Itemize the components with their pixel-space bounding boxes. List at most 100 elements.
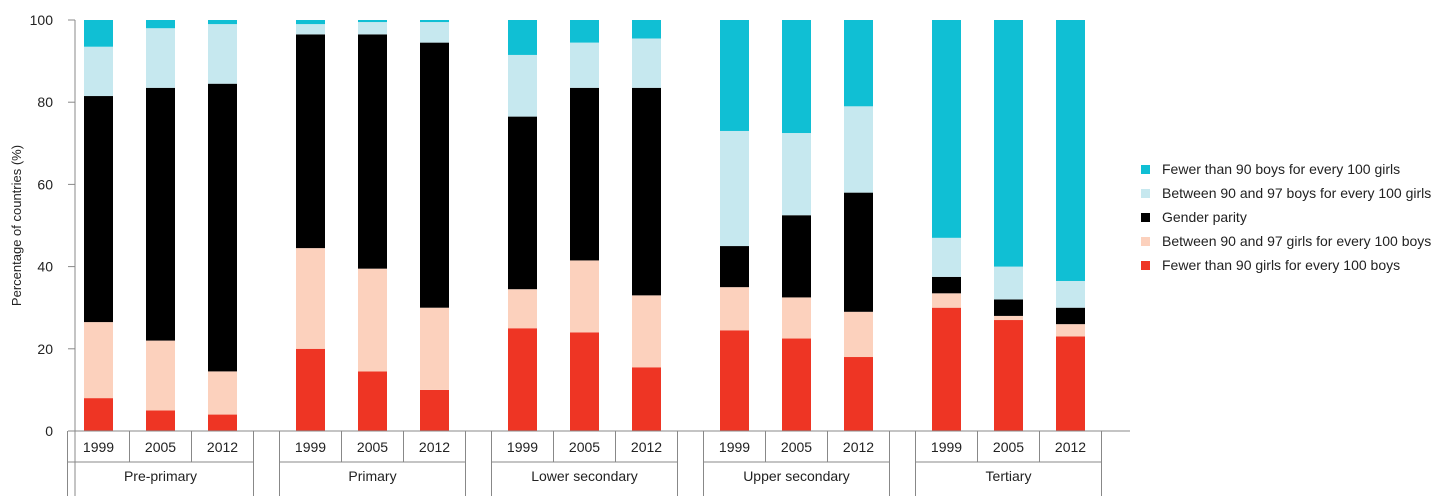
bar-segment (208, 83, 237, 372)
x-tick-label-year: 2005 (145, 439, 176, 455)
bar-segment (420, 22, 449, 43)
bar-segment (782, 338, 811, 431)
legend-label: Between 90 and 97 boys for every 100 gir… (1162, 185, 1431, 201)
bar-segment (782, 215, 811, 298)
x-tick-label-year: 1999 (931, 439, 962, 455)
bar-segment (782, 20, 811, 134)
x-group-label: Tertiary (986, 468, 1032, 484)
x-tick-label-year: 1999 (507, 439, 538, 455)
bar-segment (146, 340, 175, 411)
bar-segment (146, 410, 175, 431)
y-tick-label: 60 (37, 176, 53, 192)
y-tick-label: 80 (37, 94, 53, 110)
legend-swatch (1141, 189, 1150, 198)
bar-segment (994, 320, 1023, 431)
bar-segment (208, 24, 237, 84)
bar-segment (720, 246, 749, 288)
bar-segment (632, 295, 661, 368)
x-tick-label-year: 2012 (631, 439, 662, 455)
legend-label: Gender parity (1162, 209, 1247, 225)
bar-segment (720, 330, 749, 431)
x-tick-label-year: 2012 (419, 439, 450, 455)
labels-layer: 0 20 40 60 80 100 Percentage of countries (%) 1… (9, 12, 1086, 484)
bar-segment (994, 299, 1023, 316)
bar-segment (1056, 336, 1085, 431)
bar-segment (932, 276, 961, 294)
y-tick-label: 100 (30, 12, 54, 28)
bar-segment (570, 332, 599, 431)
bar-segment (358, 371, 387, 431)
bar-segment (296, 24, 325, 35)
bar-segment (720, 20, 749, 131)
bar-segment (84, 20, 113, 47)
bar-segment (1056, 280, 1085, 308)
bar-segment (720, 130, 749, 247)
y-tick-label: 20 (37, 341, 53, 357)
x-tick-label-year: 2012 (207, 439, 238, 455)
y-tick-label: 0 (45, 423, 53, 439)
x-tick-label-year: 1999 (295, 439, 326, 455)
bar-segment (844, 311, 873, 358)
bar-segment (844, 192, 873, 312)
bar-segment (84, 96, 113, 323)
bar-segment (146, 28, 175, 88)
bar-segment (632, 367, 661, 431)
bar-segment (1056, 324, 1085, 337)
x-group-label: Lower secondary (531, 468, 638, 484)
x-group-label: Upper secondary (743, 468, 850, 484)
bar-segment (84, 46, 113, 97)
bar-segment (844, 20, 873, 107)
bar-segment (932, 237, 961, 277)
x-group-label: Primary (348, 468, 396, 484)
bar-segment (570, 260, 599, 333)
bar-segment (632, 38, 661, 88)
bar-segment (570, 42, 599, 88)
bar-segment (208, 414, 237, 431)
x-tick-label-year: 1999 (83, 439, 114, 455)
bar-segment (508, 20, 537, 55)
bar-segment (632, 87, 661, 296)
bar-segment (146, 87, 175, 341)
bar-segment (420, 307, 449, 390)
bar-segment (420, 20, 449, 23)
y-axis-title: Percentage of countries (%) (9, 145, 24, 306)
bar-segment (932, 293, 961, 308)
bar-segment (420, 389, 449, 431)
bar-segment (782, 133, 811, 216)
legend-swatch (1141, 261, 1150, 270)
x-tick-label-year: 2005 (993, 439, 1024, 455)
bar-segment (296, 34, 325, 249)
bar-segment (146, 20, 175, 29)
bar-segment (358, 20, 387, 23)
x-tick-label-year: 2012 (1055, 439, 1086, 455)
bar-segment (508, 328, 537, 431)
bar-segment (296, 248, 325, 349)
bar-segment (508, 116, 537, 290)
bar-segment (932, 20, 961, 238)
legend-label: Fewer than 90 girls for every 100 boys (1162, 257, 1400, 273)
axes-layer (67, 19, 1130, 496)
bar-segment (508, 54, 537, 117)
y-tick-label: 40 (37, 259, 53, 275)
bar-segment (844, 106, 873, 193)
legend-label: Between 90 and 97 girls for every 100 bo… (1162, 233, 1431, 249)
bar-segment (1056, 20, 1085, 281)
legend-swatch (1141, 165, 1150, 174)
bar-segment (420, 42, 449, 308)
bar-segment (632, 20, 661, 39)
x-tick-label-year: 2005 (357, 439, 388, 455)
bars-layer (84, 20, 1085, 431)
bar-segment (994, 20, 1023, 267)
bar-segment (1056, 307, 1085, 325)
legend-swatch (1141, 237, 1150, 246)
bar-segment (508, 289, 537, 329)
bar-segment (720, 287, 749, 331)
x-tick-label-year: 2005 (569, 439, 600, 455)
bar-segment (844, 357, 873, 431)
x-group-label: Pre-primary (124, 468, 197, 484)
bar-segment (358, 268, 387, 372)
bar-segment (782, 297, 811, 339)
bar-segment (296, 348, 325, 431)
bar-segment (570, 87, 599, 261)
